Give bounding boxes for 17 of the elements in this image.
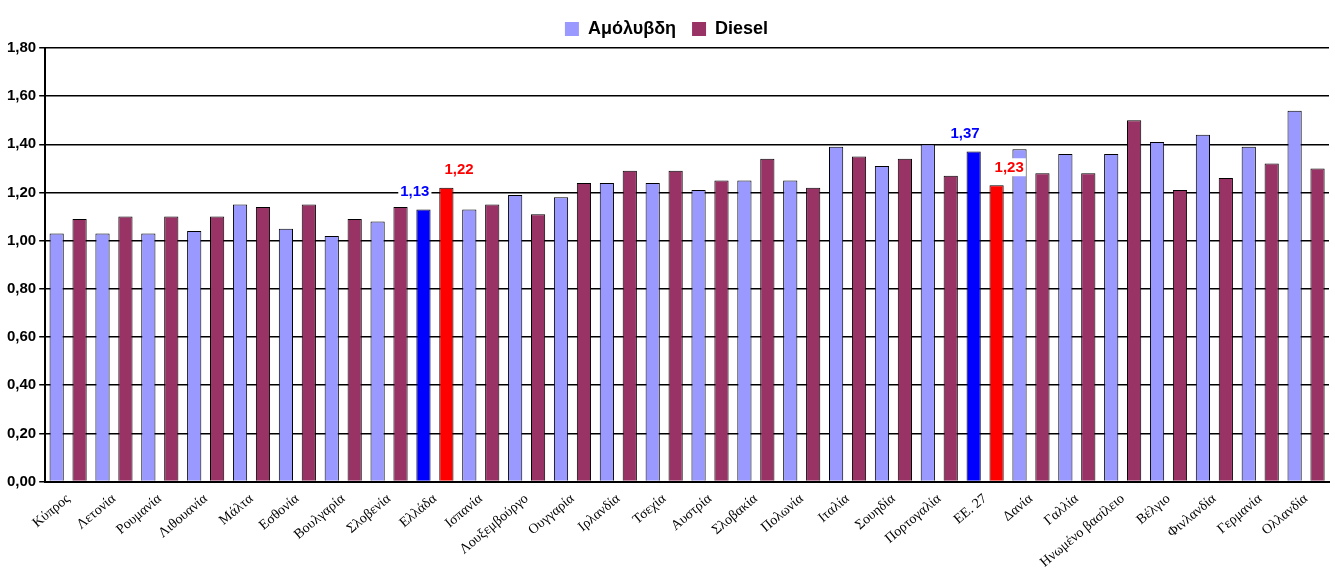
- y-tick-label: 1,00: [6, 230, 37, 248]
- legend-label: Αμόλυβδη: [587, 17, 677, 38]
- y-tick-label: 0,40: [6, 375, 37, 393]
- legend-label: Diesel: [715, 17, 769, 38]
- y-tick-label: 0,80: [6, 279, 37, 297]
- y-tick-label: 0,00: [6, 471, 37, 489]
- y-tick-label: 0,60: [6, 327, 37, 345]
- data-label: 1,13: [400, 182, 430, 200]
- data-label: 1,22: [444, 160, 474, 178]
- y-tick-label: 1,20: [6, 182, 37, 200]
- y-tick-label: 1,40: [6, 134, 37, 152]
- x-tick-label: ΕΕ. 27: [950, 490, 990, 527]
- data-label: 1,23: [994, 157, 1024, 175]
- y-tick-label: 1,80: [6, 38, 37, 56]
- y-tick-label: 0,20: [6, 423, 37, 441]
- data-label: 1,37: [950, 124, 980, 142]
- y-tick-label: 1,60: [6, 86, 37, 104]
